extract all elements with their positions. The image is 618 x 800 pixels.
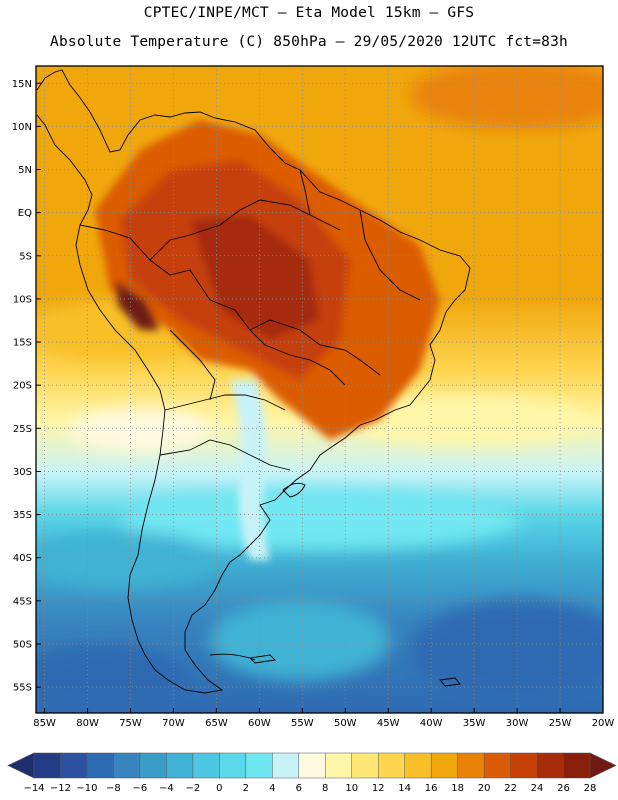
lon-label: 30W — [506, 718, 529, 729]
colorbar-swatch — [377, 752, 406, 779]
lat-label: 25S — [13, 424, 32, 435]
colorbar-label: 16 — [425, 783, 438, 794]
colorbar-swatch — [166, 752, 194, 779]
lat-label: 30S — [13, 467, 32, 478]
colorbar-label: 0 — [216, 783, 222, 794]
colorbar-swatch — [192, 752, 220, 779]
colorbar-label: 18 — [451, 783, 464, 794]
lat-label: 15S — [13, 338, 32, 349]
colorbar-swatch — [298, 752, 326, 779]
colorbar-swatch — [536, 752, 565, 779]
lon-label: 35W — [463, 718, 486, 729]
lon-label: 75W — [119, 718, 142, 729]
colorbar-low-arrow — [7, 752, 35, 779]
longitude-labels: 85W 80W 75W 70W 65W 60W 55W 50W 45W 40W 35W 30W 25W 2… — [33, 708, 614, 729]
temperature-field — [36, 66, 603, 713]
colorbar-swatch — [483, 752, 512, 779]
colorbar — [7, 752, 617, 779]
colorbar-swatch — [60, 752, 88, 779]
lat-label: 15N — [12, 79, 32, 90]
coastlines — [36, 69, 471, 694]
colorbar-swatch — [510, 752, 538, 779]
colorbar-label: 20 — [478, 783, 491, 794]
map-title-line2: Absolute Temperature (C) 850hPa – 29/05/… — [50, 34, 568, 50]
colorbar-label: 8 — [322, 783, 328, 794]
colorbar-label: 24 — [531, 783, 544, 794]
colorbar-swatch — [324, 752, 353, 779]
colorbar-swatch — [351, 752, 379, 779]
colorbar-label: 10 — [345, 783, 358, 794]
colorbar-swatch — [139, 752, 167, 779]
latitude-labels: 15N 10N 5N EQ 5S 10S 15S 20S 25S 30S 35S 40S 45S 50S 5… — [12, 79, 41, 694]
lon-label: 80W — [76, 718, 99, 729]
colorbar-label: 2 — [243, 783, 249, 794]
colorbar-swatch — [113, 752, 141, 779]
colorbar-label: 12 — [372, 783, 385, 794]
colorbar-swatch — [430, 752, 459, 779]
lon-label: 85W — [33, 718, 56, 729]
map-title-line1: CPTEC/INPE/MCT – Eta Model 15km – GFS — [143, 5, 475, 21]
lon-label: 40W — [420, 718, 443, 729]
colorbar-label: −6 — [133, 783, 148, 794]
lon-label: 45W — [377, 718, 400, 729]
colorbar-label: −14 — [23, 783, 44, 794]
lon-label: 60W — [248, 718, 271, 729]
colorbar-label: 14 — [398, 783, 411, 794]
lon-label: 55W — [291, 718, 314, 729]
lon-label: 65W — [205, 718, 228, 729]
lon-label: 50W — [334, 718, 357, 729]
lat-label: 5N — [18, 165, 32, 176]
colorbar-swatch — [563, 752, 591, 779]
colorbar-label: 22 — [504, 783, 517, 794]
colorbar-swatch — [219, 752, 247, 779]
lat-label: 35S — [13, 510, 32, 521]
colorbar-label: 6 — [296, 783, 302, 794]
colorbar-label: −8 — [106, 783, 121, 794]
colorbar-labels: −14 −12 −10 −8 −6 −4 −2 0 2 4 6 8 10 12 14 16 18 20 22 24 26… — [23, 783, 596, 794]
colorbar-label: −2 — [185, 783, 200, 794]
colorbar-label: 4 — [269, 783, 275, 794]
colorbar-swatch — [33, 752, 62, 779]
colorbar-swatch — [404, 752, 432, 779]
lat-label: 10N — [12, 122, 32, 133]
lon-label: 70W — [162, 718, 185, 729]
colorbar-swatch — [457, 752, 485, 779]
lat-label: 10S — [13, 294, 32, 305]
colorbar-label: 26 — [557, 783, 570, 794]
colorbar-swatch — [272, 752, 300, 779]
lat-label: 50S — [13, 639, 32, 650]
lon-label: 20W — [592, 718, 615, 729]
colorbar-label: −10 — [76, 783, 97, 794]
map-frame — [35, 65, 604, 714]
graticule — [36, 66, 603, 713]
lat-label: 45S — [13, 596, 32, 607]
lat-label: EQ — [18, 208, 32, 219]
colorbar-swatch — [245, 752, 273, 779]
colorbar-swatch — [86, 752, 114, 779]
colorbar-high-arrow — [589, 752, 617, 779]
lon-label: 25W — [549, 718, 572, 729]
lat-label: 40S — [13, 553, 32, 564]
lat-label: 5S — [19, 251, 32, 262]
lat-label: 55S — [13, 683, 32, 694]
lat-label: 20S — [13, 381, 32, 392]
colorbar-label: −12 — [50, 783, 71, 794]
colorbar-label: 28 — [584, 783, 597, 794]
colorbar-label: −4 — [159, 783, 174, 794]
